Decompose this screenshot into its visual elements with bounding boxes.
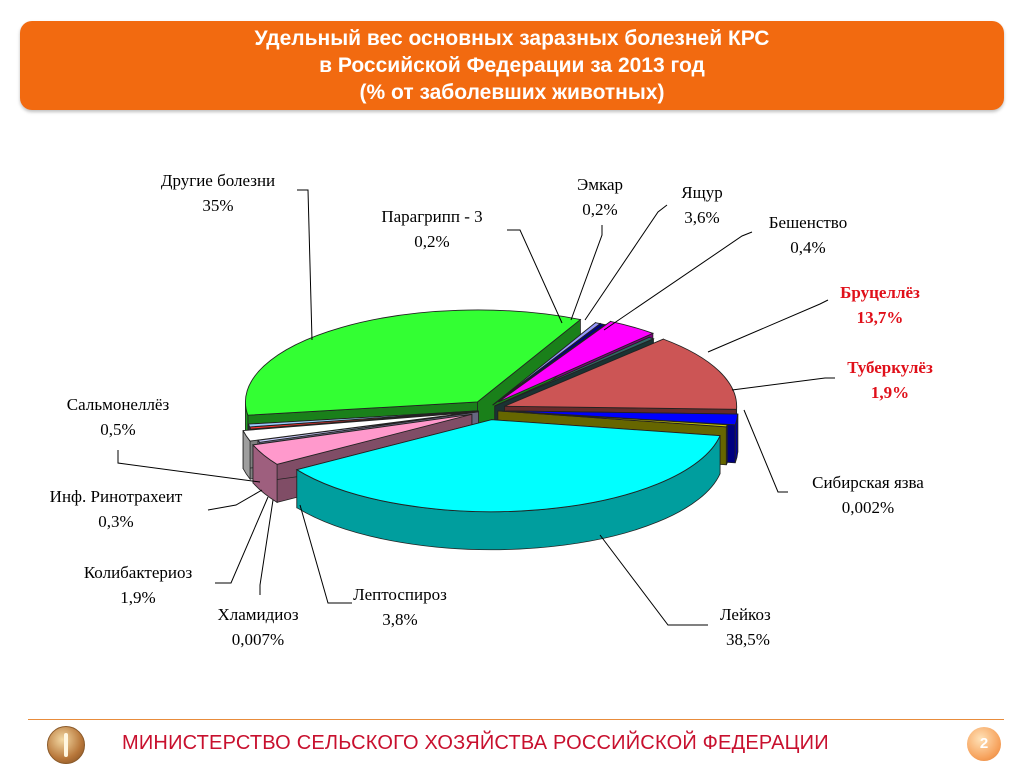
slice-value-label: 0,4% [790, 238, 825, 257]
slice-name-label: Сибирская язва [812, 473, 924, 492]
slice-label-8: Парагрипп - 3 0,2% [381, 207, 563, 324]
slice-name-label: Ящур [681, 183, 722, 202]
slice-label-13: Туберкулёз 1,9% [731, 358, 933, 402]
slice-name-label: Лейкоз [720, 605, 771, 624]
slice-value-label: 0,2% [582, 200, 617, 219]
slice-top [492, 323, 607, 406]
slice-top [494, 336, 655, 407]
page-number: 2 [979, 735, 989, 752]
slice-name-label: Парагрипп - 3 [381, 207, 482, 226]
slice-label-7: Другие болезни 35% [161, 171, 313, 341]
slice-label-5: Инф. Ринотрахеит 0,3% [50, 487, 263, 531]
leader-line [707, 299, 829, 353]
leader-line [297, 189, 313, 341]
leader-line [570, 225, 603, 321]
slice-label-1: Лейкоз 38,5% [599, 534, 771, 649]
wheat-emblem-icon [47, 726, 85, 764]
slice-top [498, 320, 655, 403]
slice-label-4: Колибактериоз 1,9% [84, 496, 269, 607]
slice-top [249, 410, 479, 430]
chart-title-line-1: Удельный вес основных заразных болезней … [254, 27, 770, 50]
slice-top [245, 309, 582, 416]
pie-labels: Лейкоз 38,5% Лептоспироз 3,8% Хламидиоз 0,007… [50, 171, 933, 649]
leader-line [299, 504, 352, 604]
slice-name-label: Хламидиоз [217, 605, 298, 624]
slice-top [505, 410, 739, 426]
slice-label-10: Ящур 3,6% [584, 183, 723, 321]
slice-value-label: 3,8% [382, 610, 417, 629]
slice-top [295, 419, 721, 513]
slice-value-label: 1,9% [120, 588, 155, 607]
slice-name-label: Бруцеллёз [840, 283, 920, 302]
slice-label-2: Лептоспироз 3,8% [299, 504, 447, 629]
slice-name-label: Бешенство [769, 213, 847, 232]
slice-name-label: Сальмонеллёз [67, 395, 170, 414]
leader-line [259, 499, 274, 595]
slice-top [252, 413, 472, 465]
slice-value-label: 0,2% [414, 232, 449, 251]
slice-label-6: Сальмонеллёз 0,5% [67, 395, 261, 483]
slice-value-label: 0,3% [98, 512, 133, 531]
slice-value-label: 35% [202, 196, 233, 215]
slice-name-label: Туберкулёз [847, 358, 933, 377]
leader-line [584, 204, 668, 321]
slice-value-label: 1,9% [871, 383, 909, 402]
chart-title-line-2: в Российской Федерации за 2013 год [319, 54, 705, 77]
pie-tops [242, 309, 739, 513]
slice-top [257, 411, 479, 443]
slice-label-14: Сибирская язва 0,002% [743, 409, 924, 517]
chart-title-line-3: (% от заболевших животных) [359, 81, 665, 104]
slice-value-label: 3,6% [684, 208, 719, 227]
ministry-name: МИНИСТЕРСТВО СЕЛЬСКОГО ХОЗЯЙСТВА РОССИЙС… [122, 732, 829, 754]
slice-top [497, 410, 728, 428]
leader-line [507, 229, 563, 324]
slice-name-label: Лептоспироз [353, 585, 447, 604]
leader-line [603, 231, 753, 331]
page-number-badge: 2 [967, 727, 1001, 761]
leader-line [207, 489, 263, 511]
leader-line [731, 377, 835, 391]
slice-name-label: Другие болезни [161, 171, 275, 190]
slice-name-label: Эмкар [577, 175, 623, 194]
slice-outer-wall [725, 424, 728, 466]
slice-value-label: 0,5% [100, 420, 135, 439]
slice-top [242, 412, 471, 442]
slice-name-label: Колибактериоз [84, 563, 193, 582]
slice-label-3: Хламидиоз 0,007% [217, 499, 299, 649]
footer-divider [28, 719, 1004, 720]
slice-value-label: 0,002% [842, 498, 894, 517]
leader-line [117, 450, 261, 483]
slice-name-label: Инф. Ринотрахеит [50, 487, 183, 506]
slice-label-11: Бешенство 0,4% [603, 213, 847, 331]
slice-label-9: Эмкар 0,2% [570, 175, 623, 321]
leader-line [743, 409, 788, 493]
leader-line [599, 534, 708, 626]
slice-label-12: Бруцеллёз 13,7% [707, 283, 920, 353]
slice-value-label: 13,7% [857, 308, 904, 327]
title-banner: Удельный вес основных заразных болезней … [20, 21, 1004, 110]
slice-value-label: 0,007% [232, 630, 284, 649]
slice-value-label: 38,5% [726, 630, 770, 649]
leader-line [215, 496, 269, 584]
slice-top [504, 338, 738, 410]
